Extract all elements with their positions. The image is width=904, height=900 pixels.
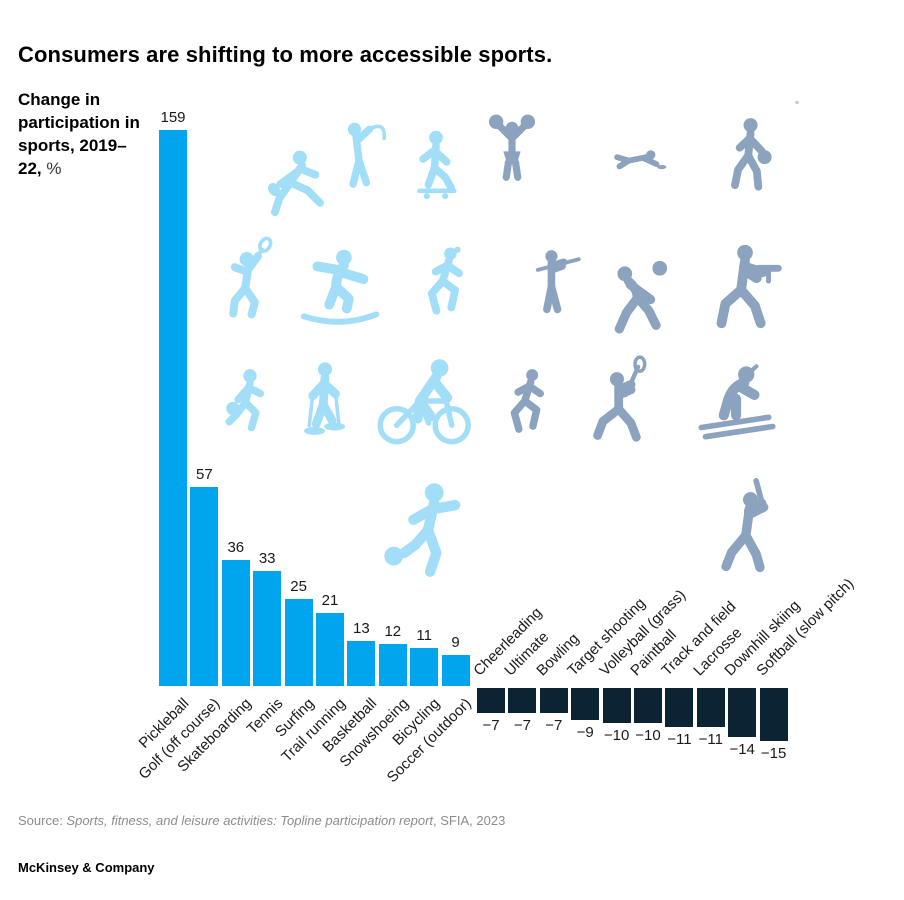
source-suffix: , SFIA, 2023 <box>433 813 506 828</box>
bicyclist-icon <box>366 346 478 456</box>
basketball-player-icon <box>210 350 284 452</box>
value-label-bowling: −7 <box>545 716 563 734</box>
bar-trail-running <box>316 612 344 686</box>
bar-bowling <box>539 688 568 713</box>
bar-soccer-outdoor <box>441 654 470 686</box>
value-label-target-shooting: −9 <box>576 723 594 741</box>
snowshoer-icon <box>281 346 369 456</box>
value-label-snowshoeing: 12 <box>384 623 402 640</box>
value-label-soccer-outdoor: 9 <box>451 633 460 651</box>
value-label-downhill-skiing: −14 <box>729 741 755 758</box>
brand-logo-text: McKinsey & Company <box>18 860 155 875</box>
value-label-ultimate: −7 <box>513 716 531 734</box>
page-title: Consumers are shifting to more accessibl… <box>18 41 553 67</box>
bar-basketball <box>347 640 376 686</box>
y-axis-note: Change in participation in sports, 2019–… <box>18 88 142 180</box>
value-label-basketball: 13 <box>353 619 370 637</box>
source-report-title: Sports, fitness, and leisure activities:… <box>66 813 434 828</box>
track-runner-icon <box>490 350 564 452</box>
value-label-bicycling: 11 <box>416 626 432 644</box>
bar-golf-off-course <box>190 486 219 686</box>
softball-batter-icon <box>696 450 790 602</box>
bowler-icon <box>710 98 788 210</box>
source-prefix: Source: <box>18 813 67 828</box>
value-label-volleyball-grass: −10 <box>603 727 630 744</box>
lacrosse-player-icon <box>580 346 668 458</box>
bar-skateboarding <box>221 560 250 686</box>
value-label-trail-running: 21 <box>321 591 339 609</box>
bar-surfing <box>284 598 313 686</box>
value-label-lacrosse: −11 <box>698 730 723 748</box>
bar-track-and-field <box>665 688 694 727</box>
bar-target-shooting <box>571 688 600 720</box>
cheerleader-icon <box>476 90 548 204</box>
soccer-player-icon <box>376 466 480 590</box>
skateboarder-icon <box>398 110 474 220</box>
artifact-dot <box>795 101 799 104</box>
pickleball-player-icon <box>228 142 356 220</box>
source-line: Source: Sports, fitness, and leisure act… <box>18 813 505 828</box>
target-shooter-icon <box>518 220 594 338</box>
bar-lacrosse <box>696 688 725 727</box>
value-label-track-and-field: −11 <box>667 730 692 748</box>
value-label-tennis: 33 <box>258 549 276 567</box>
bar-volleyball-grass <box>602 688 631 723</box>
paintball-player-icon <box>696 226 794 346</box>
value-label-paintball: −10 <box>635 727 661 744</box>
value-label-skateboarding: 36 <box>227 539 245 556</box>
y-axis-note-text: Change in participation in sports, 2019–… <box>18 90 140 178</box>
bar-ultimate <box>508 688 537 713</box>
bar-softball-slow-pitch <box>759 688 788 741</box>
y-axis-unit: % <box>41 159 62 178</box>
ultimate-player-icon <box>566 134 710 192</box>
surfer-icon <box>285 236 393 334</box>
value-label-cheerleading: −7 <box>482 716 500 734</box>
bar-snowshoeing <box>378 644 407 686</box>
bar-bicycling <box>410 647 439 686</box>
golfer-icon <box>322 96 396 216</box>
value-label-golf-off-course: 57 <box>196 465 213 483</box>
value-label-surfing: 25 <box>290 577 307 595</box>
value-label-softball-slow-pitch: −15 <box>760 744 787 762</box>
volleyball-player-icon <box>588 244 680 344</box>
bar-pickleball <box>159 129 187 686</box>
bar-downhill-skiing <box>728 688 757 737</box>
value-label-pickleball: 159 <box>160 108 186 126</box>
tennis-player-icon <box>210 226 290 334</box>
bar-tennis <box>253 570 282 686</box>
downhill-skier-icon <box>682 350 786 452</box>
bar-cheerleading <box>477 688 505 713</box>
bar-paintball <box>634 688 662 723</box>
trail-runner-icon <box>406 230 484 332</box>
